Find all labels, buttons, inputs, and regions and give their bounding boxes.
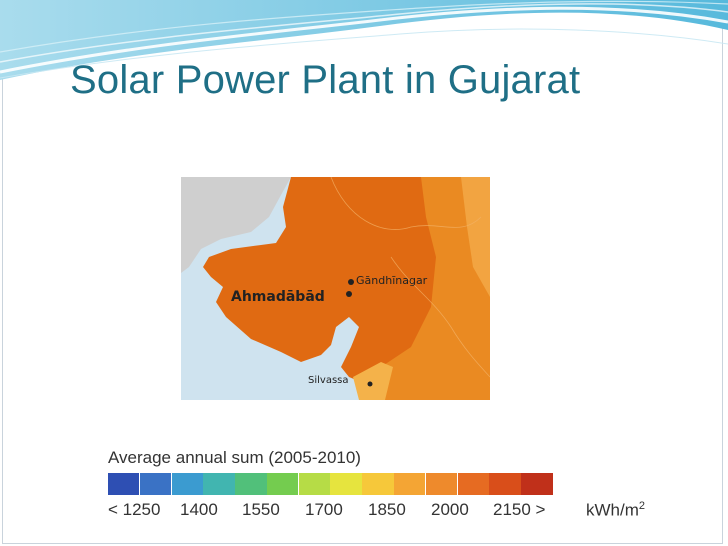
land-outside-gujarat [181, 177, 291, 273]
legend-unit-superscript: 2 [638, 500, 646, 512]
legend-tick: 2150 > [493, 500, 546, 519]
legend-swatch-2 [139, 473, 172, 495]
legend-color-scale [108, 473, 553, 495]
far-east-zone [461, 177, 490, 297]
legend-tick: < 1250 [108, 500, 161, 519]
legend-swatch-1 [108, 473, 140, 495]
legend-title: Average annual sum (2005-2010) [108, 448, 361, 467]
ahmadabad-marker [346, 291, 352, 297]
southeast-lower-zone [353, 362, 393, 400]
border-line [390, 256, 490, 378]
silvassa-label: Silvassa [308, 375, 349, 386]
legend-unit-base: kWh/m [586, 500, 639, 520]
legend-tick: 1850 [368, 500, 406, 519]
legend-tick: 2000 [431, 500, 469, 519]
legend-swatch-10 [394, 473, 426, 495]
legend-swatch-9 [362, 473, 394, 495]
legend-swatch-7 [298, 473, 331, 495]
legend-swatch-12 [457, 473, 489, 495]
solar-irradiation-map: Gāndhīnagar Ahmadābād Silvassa [181, 177, 490, 400]
legend-swatch-5 [235, 473, 267, 495]
border-line [330, 177, 482, 230]
slide-title: Solar Power Plant in Gujarat [70, 58, 581, 102]
ahmadabad-label: Ahmadābād [231, 289, 325, 305]
header-wave-decoration [0, 0, 728, 80]
legend-tick: 1550 [242, 500, 280, 519]
legend-tick: 1400 [180, 500, 218, 519]
legend-swatch-8 [330, 473, 362, 495]
legend-unit: kWh/m2 [586, 500, 645, 521]
legend-swatch-3 [171, 473, 203, 495]
legend-tick-labels: < 1250 1400 1550 1700 1850 2000 2150 > kWh/m2 [108, 500, 654, 522]
silvassa-marker [367, 381, 373, 387]
legend-swatch-14 [521, 473, 553, 495]
legend-swatch-13 [489, 473, 521, 495]
gandhinagar-marker [348, 279, 354, 285]
eastern-high-irradiation-zone [363, 177, 490, 400]
gandhinagar-label: Gāndhīnagar [356, 274, 428, 287]
legend-swatch-6 [266, 473, 299, 495]
legend-tick: 1700 [305, 500, 343, 519]
irradiation-legend: Average annual sum (2005-2010) < 1250 140… [104, 446, 654, 524]
legend-swatch-4 [203, 473, 235, 495]
legend-swatch-11 [425, 473, 458, 495]
